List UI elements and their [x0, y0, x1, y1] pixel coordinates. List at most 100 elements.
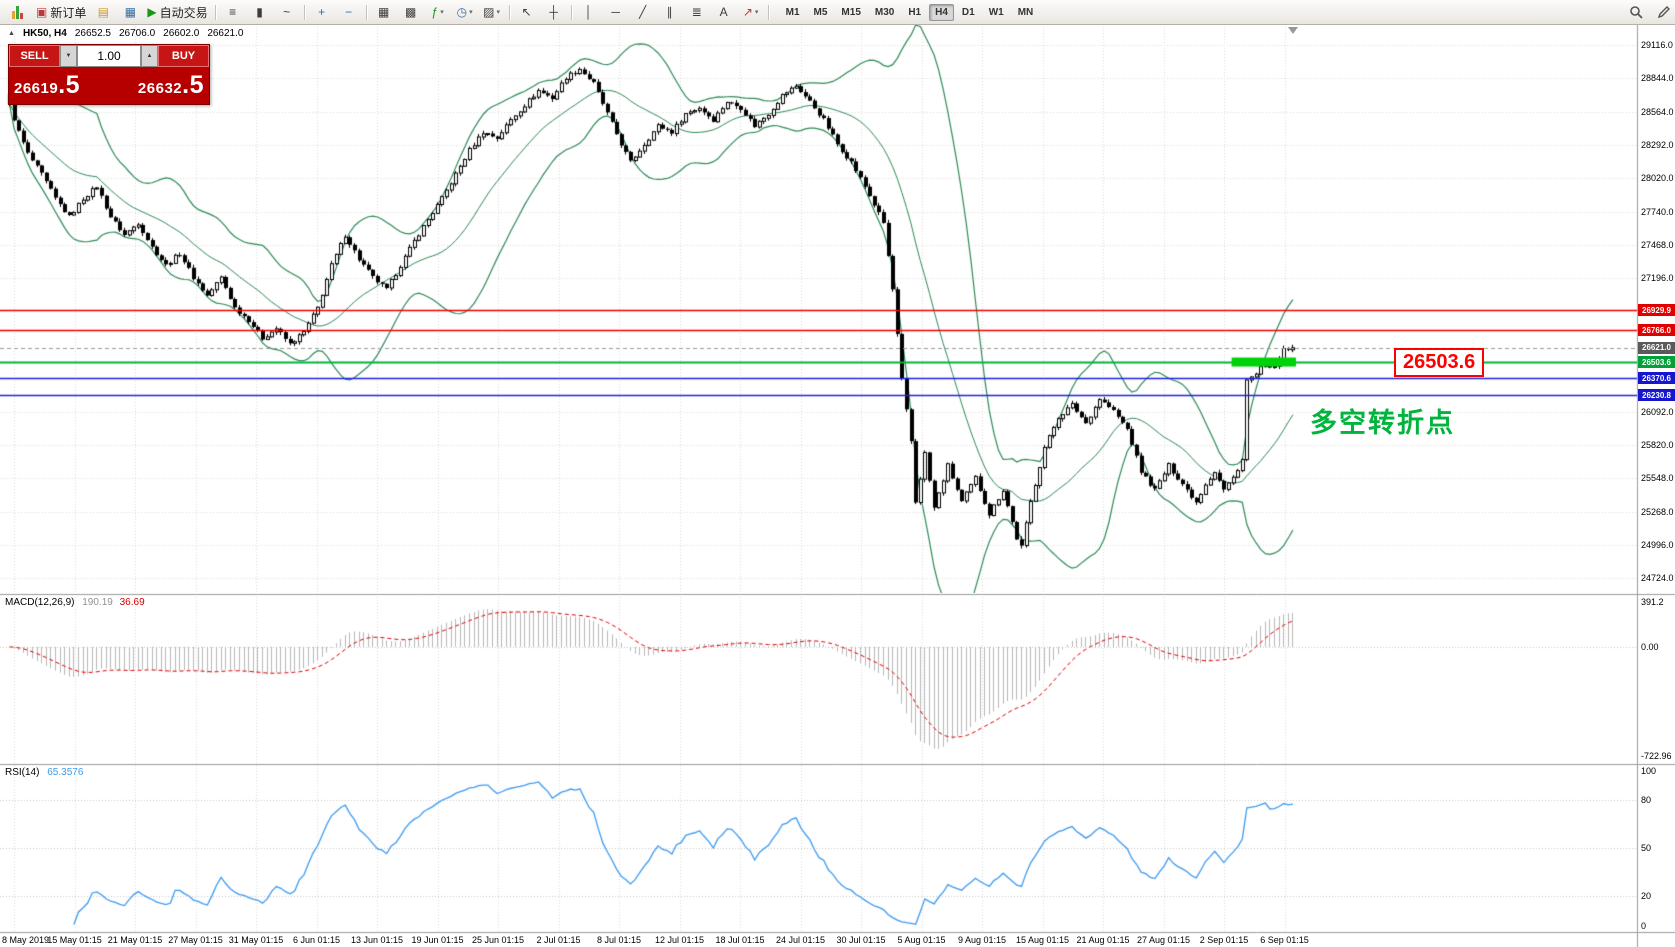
timeframe-button-d1[interactable]: D1 — [961, 6, 975, 18]
buy-price-frac: .5 — [182, 71, 204, 99]
toolbar-separator — [570, 4, 572, 20]
price-axis-tag: 26503.6 — [1638, 356, 1675, 369]
trade-panel-controls: SELL ▼ 1.00 ▲ BUY — [9, 45, 209, 67]
volume-input[interactable]: 1.00 — [77, 45, 141, 67]
time-axis-label: 2 Sep 01:15 — [1199, 935, 1249, 945]
vertical-line-tool-button[interactable]: │ — [576, 2, 602, 22]
buy-button[interactable]: BUY — [158, 45, 209, 67]
timeframe-button-m1[interactable]: M1 — [785, 6, 800, 18]
autotrading-button[interactable]: ▶ 自动交易 — [144, 2, 210, 22]
periods-button[interactable]: ◷ ▾ — [452, 2, 478, 22]
toolbar-separator — [303, 4, 305, 20]
cascade-windows-button[interactable]: ▩ — [398, 2, 424, 22]
templates-button[interactable]: ▨ ▾ — [479, 2, 505, 22]
timeframe-group: M1 M5 M15 M30 H1 H4 D1 W1 MN — [779, 3, 1041, 21]
text-tool-icon: A — [719, 5, 728, 19]
macd-axis-label: 391.2 — [1641, 597, 1664, 607]
crosshair-tool-button[interactable]: ┼ — [541, 2, 567, 22]
price-axis-label: 24724.0 — [1641, 572, 1674, 583]
tile-windows-button[interactable]: ▦ — [371, 2, 397, 22]
volume-decrease-button[interactable]: ▼ — [60, 45, 77, 67]
price-axis-tag: 26929.9 — [1638, 304, 1675, 317]
time-axis-label: 8 Jul 01:15 — [596, 935, 642, 945]
channel-tool-button[interactable]: ∥ — [657, 2, 683, 22]
bar-chart-button[interactable]: ≡ — [220, 2, 246, 22]
toolbar-separator — [767, 4, 769, 20]
sell-price[interactable]: 26619.5 — [14, 73, 80, 98]
rsi-axis-label: 80 — [1641, 795, 1652, 805]
candlestick-chart-button[interactable]: ▮ — [247, 2, 273, 22]
trendline-icon: ╱ — [638, 5, 647, 19]
toolbar: ▣ 新订单 ▤ ▦ ▶ 自动交易 ≡ ▮ ~ + − ▦ ▩ ƒ ▾ ◷ ▾ ▨… — [0, 0, 1675, 25]
macd-main-value: 190.19 — [82, 597, 113, 608]
collapse-arrow-icon[interactable]: ▲ — [8, 30, 15, 37]
sell-price-main: 26619 — [14, 80, 59, 97]
fibonacci-tool-button[interactable]: ≣ — [684, 2, 710, 22]
macd-indicator-label: MACD(12,26,9) 190.19 36.69 — [5, 597, 145, 608]
templates-icon: ▨ — [483, 5, 495, 19]
dropdown-caret-icon: ▾ — [440, 9, 444, 16]
price-level-callout[interactable]: 26503.6 — [1394, 348, 1485, 378]
text-tool-button[interactable]: A — [711, 2, 737, 22]
search-button[interactable] — [1623, 2, 1649, 22]
timeframe-button-m30[interactable]: M30 — [874, 6, 895, 18]
zoom-out-button[interactable]: − — [336, 2, 362, 22]
one-click-trading-panel: SELL ▼ 1.00 ▲ BUY 26619.5 26632.5 — [8, 44, 210, 105]
time-axis-label: 15 May 01:15 — [47, 935, 102, 945]
horizontal-line-icon: ─ — [611, 5, 620, 19]
timeframe-button-m15[interactable]: M15 — [841, 6, 861, 18]
new-order-label: 新订单 — [50, 5, 87, 20]
timeframe-button-mn[interactable]: MN — [1017, 6, 1034, 18]
chart-window-button[interactable]: ▤ — [90, 2, 116, 22]
indicators-button[interactable]: ƒ ▾ — [425, 2, 451, 22]
price-axis-tag: 26370.6 — [1638, 372, 1675, 385]
profiles-icon: ▦ — [124, 5, 137, 19]
tile-windows-icon: ▦ — [377, 5, 390, 19]
symbol-name: HK50, H4 — [22, 28, 67, 39]
candlestick-chart-icon: ▮ — [256, 5, 263, 19]
time-axis-label: 21 Aug 01:15 — [1076, 935, 1130, 945]
timeframe-button-m5[interactable]: M5 — [813, 6, 828, 18]
chart-annotation-text[interactable]: 多空转折点 — [1310, 408, 1455, 439]
timeframe-button-h4[interactable]: H4 — [929, 3, 954, 21]
chart-canvas[interactable] — [0, 24, 1675, 947]
time-axis-label: 6 Jun 01:15 — [292, 935, 341, 945]
line-chart-button[interactable]: ~ — [274, 2, 300, 22]
rsi-indicator-label: RSI(14) 65.3576 — [5, 767, 83, 778]
price-axis-label: 25548.0 — [1641, 472, 1674, 483]
rsi-axis-label: 50 — [1641, 843, 1652, 853]
dropdown-caret-icon: ▾ — [469, 9, 473, 16]
price-axis-label: 27740.0 — [1641, 207, 1674, 218]
symbol-info-bar: ▲ HK50, H4 26652.5 26706.0 26602.0 26621… — [8, 28, 243, 39]
price-axis-label: 28564.0 — [1641, 107, 1674, 118]
macd-axis-label: -722.96 — [1641, 751, 1672, 761]
new-order-button[interactable]: ▣ 新订单 — [33, 2, 89, 22]
periods-icon: ◷ — [456, 5, 468, 19]
arrows-tool-button[interactable]: ↗ ▾ — [738, 2, 764, 22]
rsi-label: RSI(14) — [5, 767, 40, 778]
cursor-tool-button[interactable]: ↖ — [514, 2, 540, 22]
rsi-axis-label: 0 — [1641, 921, 1647, 931]
horizontal-line-tool-button[interactable]: ─ — [603, 2, 629, 22]
profiles-button[interactable]: ▦ — [117, 2, 143, 22]
chart-shift-marker-icon[interactable] — [1288, 27, 1298, 34]
volume-increase-button[interactable]: ▲ — [141, 45, 158, 67]
channel-icon: ∥ — [666, 5, 673, 19]
macd-label: MACD(12,26,9) — [5, 597, 75, 608]
search-icon — [1630, 6, 1643, 19]
zoom-in-button[interactable]: + — [309, 2, 335, 22]
fibonacci-icon: ≣ — [691, 5, 702, 19]
vertical-line-icon: │ — [584, 5, 593, 19]
timeframe-button-w1[interactable]: W1 — [988, 6, 1004, 18]
buy-price[interactable]: 26632.5 — [138, 73, 204, 98]
macd-signal-value: 36.69 — [119, 597, 145, 608]
edit-button[interactable] — [1651, 2, 1675, 22]
time-axis-label: 12 Jul 01:15 — [654, 935, 705, 945]
autotrading-play-icon: ▶ — [147, 5, 157, 19]
rsi-axis-label: 20 — [1641, 891, 1652, 901]
price-axis-tag: 26621.0 — [1638, 341, 1675, 354]
sell-button[interactable]: SELL — [9, 45, 60, 67]
time-axis-label: 2 Jul 01:15 — [536, 935, 581, 945]
timeframe-button-h1[interactable]: H1 — [908, 6, 922, 18]
trendline-tool-button[interactable]: ╱ — [630, 2, 656, 22]
